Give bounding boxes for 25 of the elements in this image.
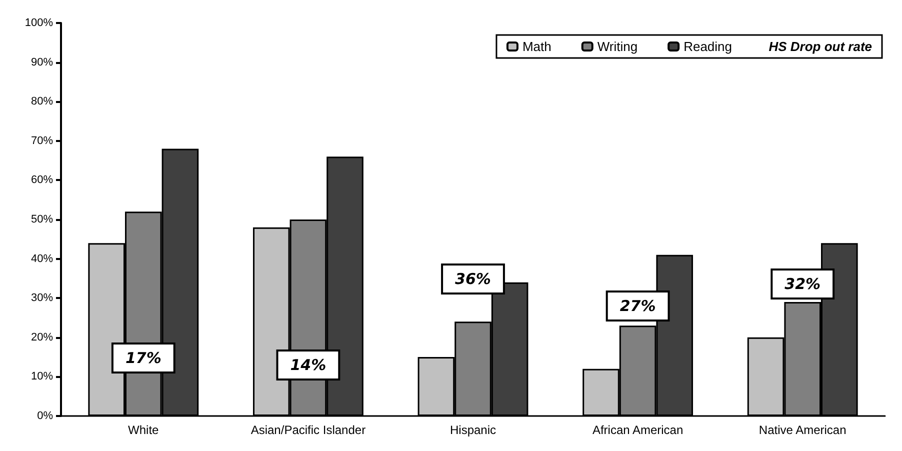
x-tick-label: Asian/Pacific Islander [250,423,366,437]
annotation: 14% [290,356,326,374]
y-tick-label: 50% [30,214,54,226]
y-tick-label: 80% [30,96,54,108]
y-tick-label: 30% [30,292,54,304]
y-tick-label: 40% [30,252,54,265]
x-tick-label: African American [592,423,684,437]
legend-title: HS Drop out rate [768,39,872,54]
x-tick-label: Native American [758,423,846,437]
y-tick-label: 100% [24,17,54,29]
legend-label: Math [522,39,552,54]
annotation: 36% [455,270,491,288]
y-tick-label: 90% [30,56,54,68]
y-tick-label: 70% [30,134,54,147]
y-tick-label: 0% [37,410,54,422]
y-tick-label: 60% [30,174,54,186]
legend-label: Reading [684,39,732,54]
annotation: 17% [125,349,162,367]
x-tick-label: White [128,423,160,437]
x-tick-label: Hispanic [450,423,496,437]
y-tick-label: 20% [30,331,54,344]
annotation: 32% [784,275,821,293]
legend-label: Writing [597,39,638,54]
annotation: 27% [620,297,656,315]
y-tick-label: 10% [30,370,54,383]
